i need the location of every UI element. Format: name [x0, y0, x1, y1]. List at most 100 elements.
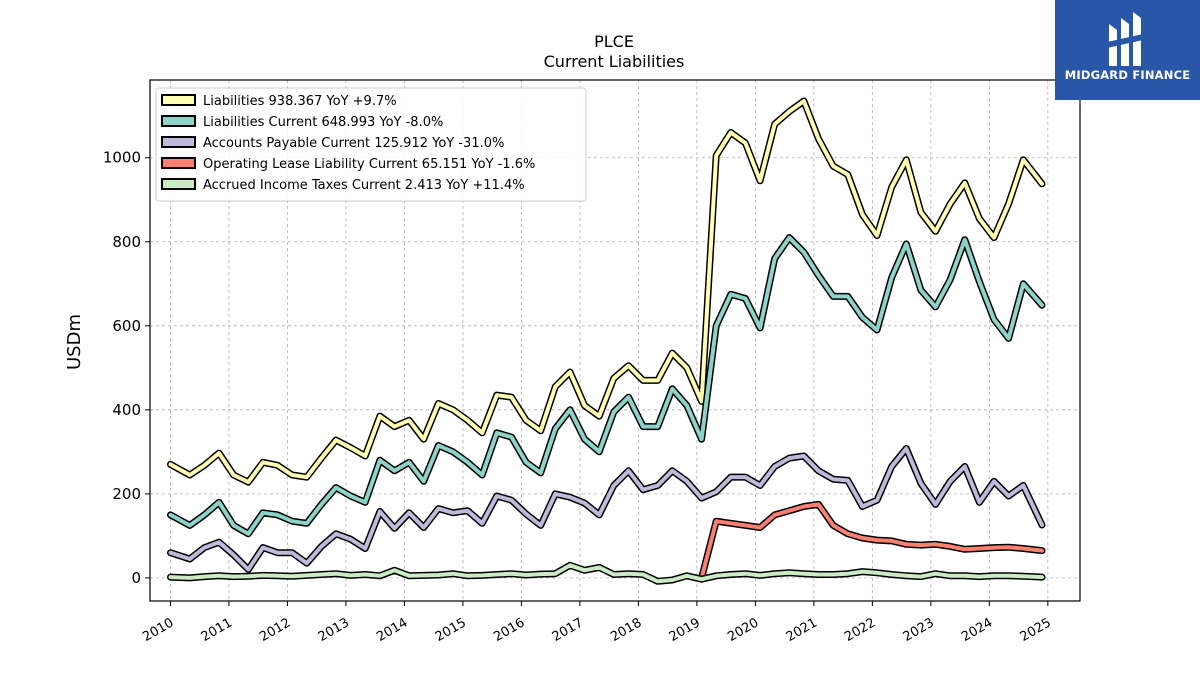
x-tick-label: 2024	[959, 615, 995, 645]
data-point	[203, 514, 206, 516]
data-point	[525, 461, 527, 464]
data-point	[291, 474, 293, 476]
legend-swatch	[161, 94, 196, 106]
data-point	[920, 289, 922, 291]
data-point	[700, 578, 703, 580]
data-point	[525, 513, 527, 515]
data-point	[364, 455, 367, 457]
brand-name: MIDGARD FINANCE	[1064, 68, 1191, 82]
data-point	[481, 522, 484, 525]
data-point	[788, 236, 791, 239]
data-point	[554, 572, 557, 575]
data-point	[349, 495, 352, 497]
chart-subtitle: Current Liabilities	[544, 52, 685, 71]
data-point	[803, 100, 805, 102]
data-point	[993, 574, 995, 577]
data-point	[276, 574, 279, 577]
data-point	[379, 415, 381, 417]
data-point	[291, 575, 293, 578]
data-point	[364, 573, 367, 576]
midgard-logo-icon	[1107, 12, 1143, 66]
legend-label: Liabilities Current 648.993 YoY -8.0%	[203, 115, 443, 130]
legend-entry-4: Accrued Income Taxes Current 2.413 YoY +…	[161, 178, 525, 193]
data-point	[788, 572, 791, 574]
data-point	[598, 415, 601, 417]
data-point	[188, 558, 191, 560]
data-point	[949, 574, 951, 577]
data-point	[203, 575, 206, 578]
series-lines	[167, 97, 1046, 585]
data-point	[671, 579, 674, 581]
data-point	[539, 524, 542, 527]
data-point	[876, 572, 878, 574]
y-tick-label: 800	[112, 233, 141, 251]
data-point	[978, 280, 981, 283]
data-point	[276, 551, 279, 554]
legend-entry-0: Liabilities 938.367 YoY +9.7%	[161, 94, 397, 109]
data-point	[613, 484, 615, 487]
data-point	[1022, 159, 1025, 161]
x-tick-label: 2020	[725, 615, 761, 645]
data-point	[963, 182, 966, 184]
data-point	[466, 509, 469, 512]
data-point	[232, 524, 235, 527]
data-point	[759, 574, 761, 577]
data-point	[305, 522, 308, 525]
data-point	[320, 573, 323, 576]
data-point	[393, 569, 396, 572]
x-tick-label: 2021	[784, 615, 820, 645]
data-point	[481, 574, 484, 577]
data-point	[949, 278, 951, 281]
data-point	[715, 154, 717, 157]
data-point	[861, 505, 864, 508]
data-point	[408, 511, 410, 514]
data-point	[232, 474, 235, 476]
data-point	[773, 465, 776, 468]
data-point	[1007, 495, 1010, 497]
legend: Liabilities 938.367 YoY +9.7% Liabilities…	[155, 87, 587, 202]
data-point	[276, 514, 279, 516]
data-point	[364, 501, 367, 504]
data-point	[1022, 575, 1025, 578]
data-point	[905, 159, 908, 161]
data-point	[452, 572, 454, 575]
data-point	[1022, 484, 1025, 487]
legend-label: Accrued Income Taxes Current 2.413 YoY +…	[203, 178, 525, 193]
data-point	[905, 243, 908, 245]
data-point	[218, 501, 220, 504]
data-point	[700, 400, 703, 403]
data-point	[188, 524, 191, 527]
data-point	[437, 574, 440, 576]
data-point	[890, 573, 893, 576]
data-point	[496, 495, 498, 497]
y-tick-label: 600	[112, 317, 141, 335]
data-point	[379, 510, 381, 513]
data-point	[832, 524, 834, 527]
data-point	[320, 503, 323, 506]
data-point	[437, 402, 440, 405]
data-point	[759, 484, 761, 487]
data-point	[744, 476, 747, 478]
data-point	[598, 566, 601, 569]
y-tick-label: 1000	[103, 149, 141, 167]
data-point	[978, 501, 981, 504]
data-point	[788, 457, 791, 459]
data-point	[993, 480, 995, 483]
data-point	[715, 490, 717, 493]
data-point	[437, 507, 440, 510]
data-point	[730, 522, 732, 525]
data-point	[876, 329, 878, 331]
x-tick-label: 2025	[1018, 615, 1054, 645]
data-point	[510, 436, 513, 438]
data-point	[335, 532, 337, 535]
data-point	[993, 546, 995, 549]
data-point	[744, 297, 747, 300]
data-point	[788, 110, 791, 113]
y-tick-label: 0	[131, 569, 141, 587]
data-point	[934, 306, 937, 308]
data-point	[1041, 182, 1043, 185]
data-point	[408, 419, 410, 422]
data-point	[1041, 524, 1043, 526]
data-point	[963, 238, 966, 241]
x-tick-label: 2011	[199, 615, 235, 645]
